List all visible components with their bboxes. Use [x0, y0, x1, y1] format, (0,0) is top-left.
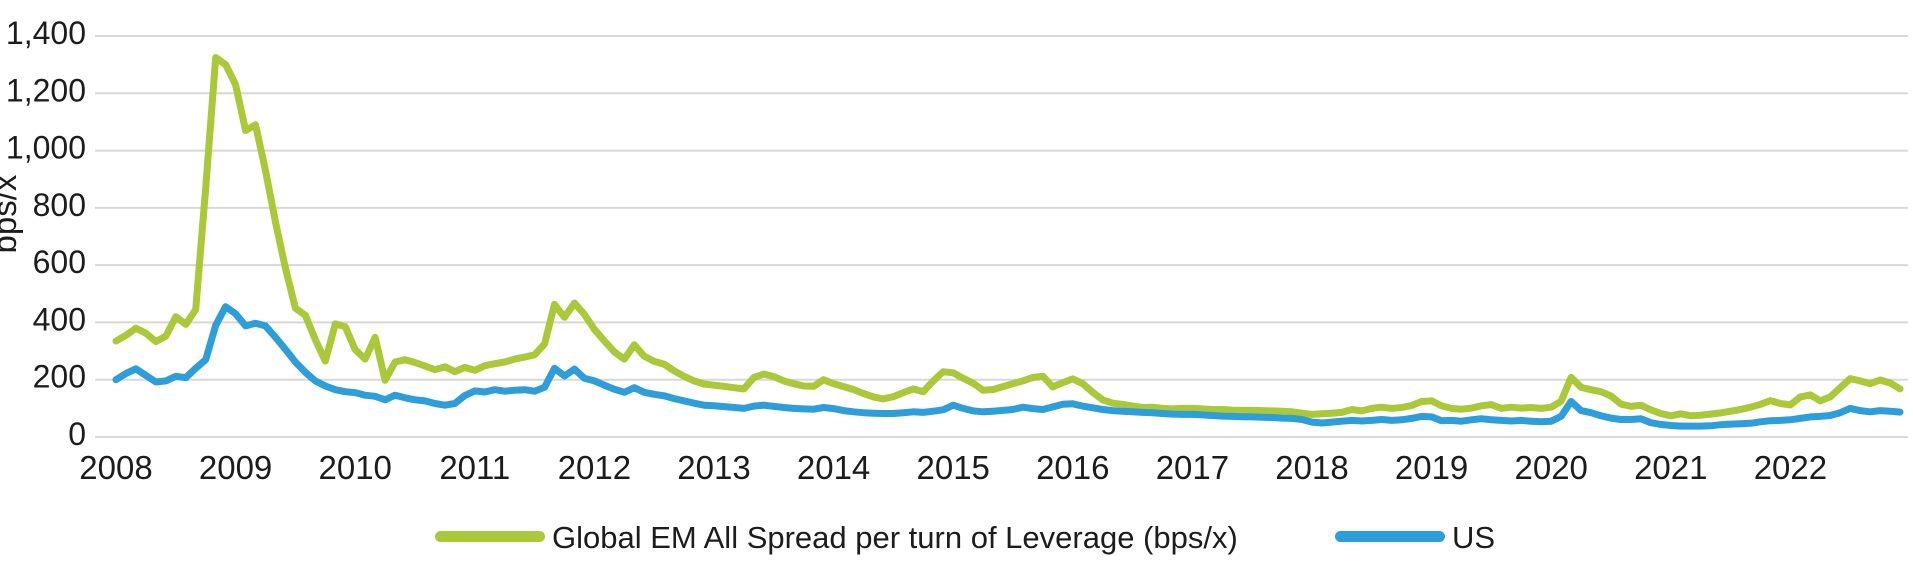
x-tick-label-2010: 2010: [318, 449, 391, 486]
legend-label-global-em: Global EM All Spread per turn of Leverag…: [552, 520, 1238, 555]
series-line-us: [112, 303, 1904, 430]
y-tick-label-1000: 1,000: [6, 130, 86, 166]
x-tick-label-2015: 2015: [916, 449, 989, 486]
x-tick-label-2014: 2014: [797, 449, 870, 486]
x-tick-label-2019: 2019: [1395, 449, 1468, 486]
x-tick-label-2022: 2022: [1754, 449, 1827, 486]
y-tick-label-800: 800: [33, 187, 86, 223]
x-tick-label-2009: 2009: [199, 449, 272, 486]
series-line-global-em: [112, 54, 1904, 420]
legend: Global EM All Spread per turn of Leverag…: [435, 520, 1495, 555]
x-tick-label-2018: 2018: [1275, 449, 1348, 486]
legend-swatch-global-em-line: [435, 531, 545, 542]
x-axis-tick-labels: 2008 2009 2010 2011 2012 2013 2014 2015 2016 2017…: [79, 449, 1827, 486]
x-tick-label-2013: 2013: [677, 449, 750, 486]
y-axis-tick-labels: 0 200 400 600 800 1,000 1,200 1,400: [6, 15, 86, 452]
x-tick-label-2021: 2021: [1634, 449, 1707, 486]
y-tick-label-400: 400: [33, 301, 86, 337]
x-tick-label-2016: 2016: [1036, 449, 1109, 486]
x-tick-label-2020: 2020: [1514, 449, 1587, 486]
y-tick-label-1400: 1,400: [6, 15, 86, 51]
y-tick-label-0: 0: [68, 416, 86, 452]
legend-swatch-us-line: [1335, 531, 1445, 542]
x-tick-label-2012: 2012: [558, 449, 631, 486]
y-tick-label-600: 600: [33, 244, 86, 280]
y-tick-label-1200: 1,200: [6, 72, 86, 108]
y-axis-title: bps/x: [0, 174, 23, 253]
x-tick-label-2017: 2017: [1156, 449, 1229, 486]
x-tick-label-2011: 2011: [439, 449, 510, 486]
y-tick-label-200: 200: [33, 359, 86, 395]
series-lines: [112, 54, 1904, 430]
gridlines: [95, 35, 1908, 438]
x-tick-label-2008: 2008: [79, 449, 152, 486]
legend-label-us: US: [1452, 520, 1495, 555]
